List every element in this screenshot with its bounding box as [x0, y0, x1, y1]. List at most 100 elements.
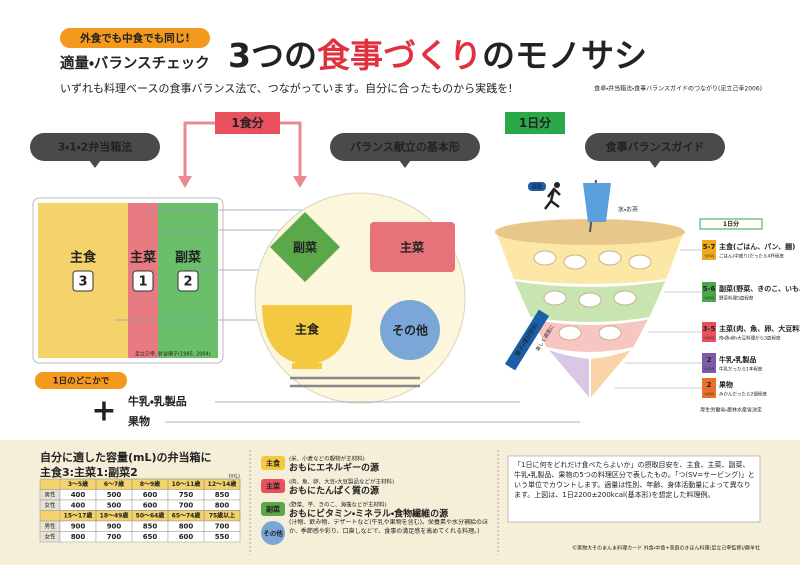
label: 800 — [215, 501, 230, 509]
ratio-box — [132, 270, 154, 292]
label: 500 — [107, 491, 122, 499]
label: 厚生労働省・農林水産省決定 — [700, 407, 762, 414]
label: その他 — [263, 529, 283, 538]
food-icon — [563, 254, 587, 270]
label: 主食(ごはん、パン、麺) — [719, 242, 795, 251]
group-tag — [261, 521, 285, 545]
label: みかんだったら2個程度 — [719, 391, 767, 398]
title: 3つの食事づくりのモノサシ — [228, 36, 647, 75]
food-icon — [533, 250, 557, 266]
sv-box — [702, 322, 716, 342]
title-part: 食事づくり — [317, 36, 482, 75]
extras-pill — [35, 372, 127, 389]
label: 主食 — [295, 322, 320, 337]
side-dish-shape — [270, 212, 340, 282]
label: おもにビタミン・ミネラル・食物繊維の源 — [289, 508, 448, 520]
label: 主菜 — [400, 240, 424, 255]
other-dish-shape — [380, 300, 440, 360]
runner — [544, 187, 561, 210]
chopsticks — [290, 376, 420, 388]
label: 650 — [143, 533, 158, 541]
label: 主食 — [266, 459, 281, 468]
guide-band — [542, 345, 591, 403]
snack-tag — [504, 309, 550, 371]
bubble-pointer — [399, 160, 411, 168]
label: 1日分 — [723, 220, 740, 228]
label: つ(SV) — [704, 296, 715, 300]
label: 600 — [143, 501, 158, 509]
section-bubble — [330, 133, 480, 161]
label: 果物 — [127, 414, 150, 428]
label: 400 — [71, 501, 86, 509]
sv-box — [702, 240, 716, 260]
section-bubble — [585, 133, 725, 161]
label: 700 — [215, 522, 230, 530]
connector — [165, 401, 580, 423]
paragraph: (汁物、飲み物、デザートなど(牛乳や果物を含む)。栄養素や水分補給のほか、季節感… — [289, 519, 489, 535]
label: 副菜 — [266, 505, 281, 514]
meal-label-box — [215, 112, 280, 134]
label: つ(SV) — [704, 336, 715, 340]
food-icon — [598, 250, 622, 266]
label: 足立己幸, 針谷順子(1985, 2004) — [135, 351, 211, 358]
label: (肉、魚、卵、大豆・大豆製品などが主材料) — [289, 478, 394, 486]
label: 400 — [71, 491, 86, 499]
label: 女性 — [44, 501, 56, 509]
badge — [60, 28, 210, 48]
label: その他 — [392, 323, 428, 338]
guide-band — [528, 316, 652, 354]
ratio-box — [177, 270, 199, 292]
legend-header — [699, 218, 763, 230]
label: 水・お茶 — [618, 206, 638, 214]
title-part: のモノサシ — [482, 36, 647, 75]
ratio-box — [72, 270, 94, 292]
food-icon — [558, 325, 582, 341]
group-tag — [261, 502, 285, 516]
food-icon — [578, 292, 602, 308]
label: いずれも料理ベースの食事バランス法で、つながっています。自分に合ったものから実践… — [60, 81, 513, 95]
label: 5-6 — [703, 285, 716, 293]
bubble-pointer — [89, 160, 101, 168]
group-tag — [261, 456, 285, 470]
label: 750 — [179, 491, 194, 499]
label: 1日分 — [519, 115, 552, 130]
main-dish-shape — [370, 222, 455, 272]
label: 外食でも中食でも同じ! — [79, 32, 190, 45]
label: 3-5 — [703, 325, 716, 333]
bowl-foot — [292, 363, 322, 369]
label: 1食分 — [231, 115, 264, 130]
label: 500 — [107, 501, 122, 509]
label: 男性 — [44, 522, 56, 530]
label: つ(SV) — [704, 254, 715, 258]
label: つ(SV) — [704, 367, 715, 371]
label: 900 — [107, 522, 122, 530]
label: 2 — [707, 356, 712, 364]
sv-box — [702, 378, 716, 398]
label: 3〜5歳 — [68, 480, 88, 488]
paragraph-box: 「1日に何をどれだけ食べたらよいか」の摂取目安を、主食、主菜、副菜、牛乳・乳製品… — [514, 461, 755, 499]
note-box — [507, 455, 761, 523]
label: 2 — [183, 275, 192, 290]
label: 3・1・2弁当箱法 — [58, 140, 132, 154]
label: 8〜9歳 — [140, 480, 160, 488]
label: 10〜11歳 — [172, 480, 201, 488]
day-label-box — [505, 112, 565, 134]
arrow — [178, 176, 307, 188]
label: + — [91, 394, 116, 429]
food-icon — [598, 325, 622, 341]
label: 主食3:主菜1:副菜2 — [40, 465, 138, 479]
water-glass — [583, 183, 611, 222]
label: 食卓・弁当箱法・食事バランスガイドのつながり(足立己幸2006) — [594, 85, 762, 93]
food-icon — [628, 254, 652, 270]
label: ©実物大そのまんま料理カード 外食・中食+家庭のきほん料理(足立己幸監修)/群羊… — [572, 545, 760, 552]
label: 900 — [71, 522, 86, 530]
label: 牛乳・乳製品 — [719, 355, 756, 364]
label: 主菜 — [130, 250, 156, 266]
label: (野菜、芋、きのこ、海藻などが主材料) — [289, 501, 387, 509]
label: 75歳以上 — [209, 511, 235, 519]
table-cell — [203, 531, 241, 543]
separator — [249, 450, 499, 555]
label: 800 — [179, 522, 194, 530]
label: 主菜(肉、魚、卵、大豆料理) — [719, 324, 800, 333]
